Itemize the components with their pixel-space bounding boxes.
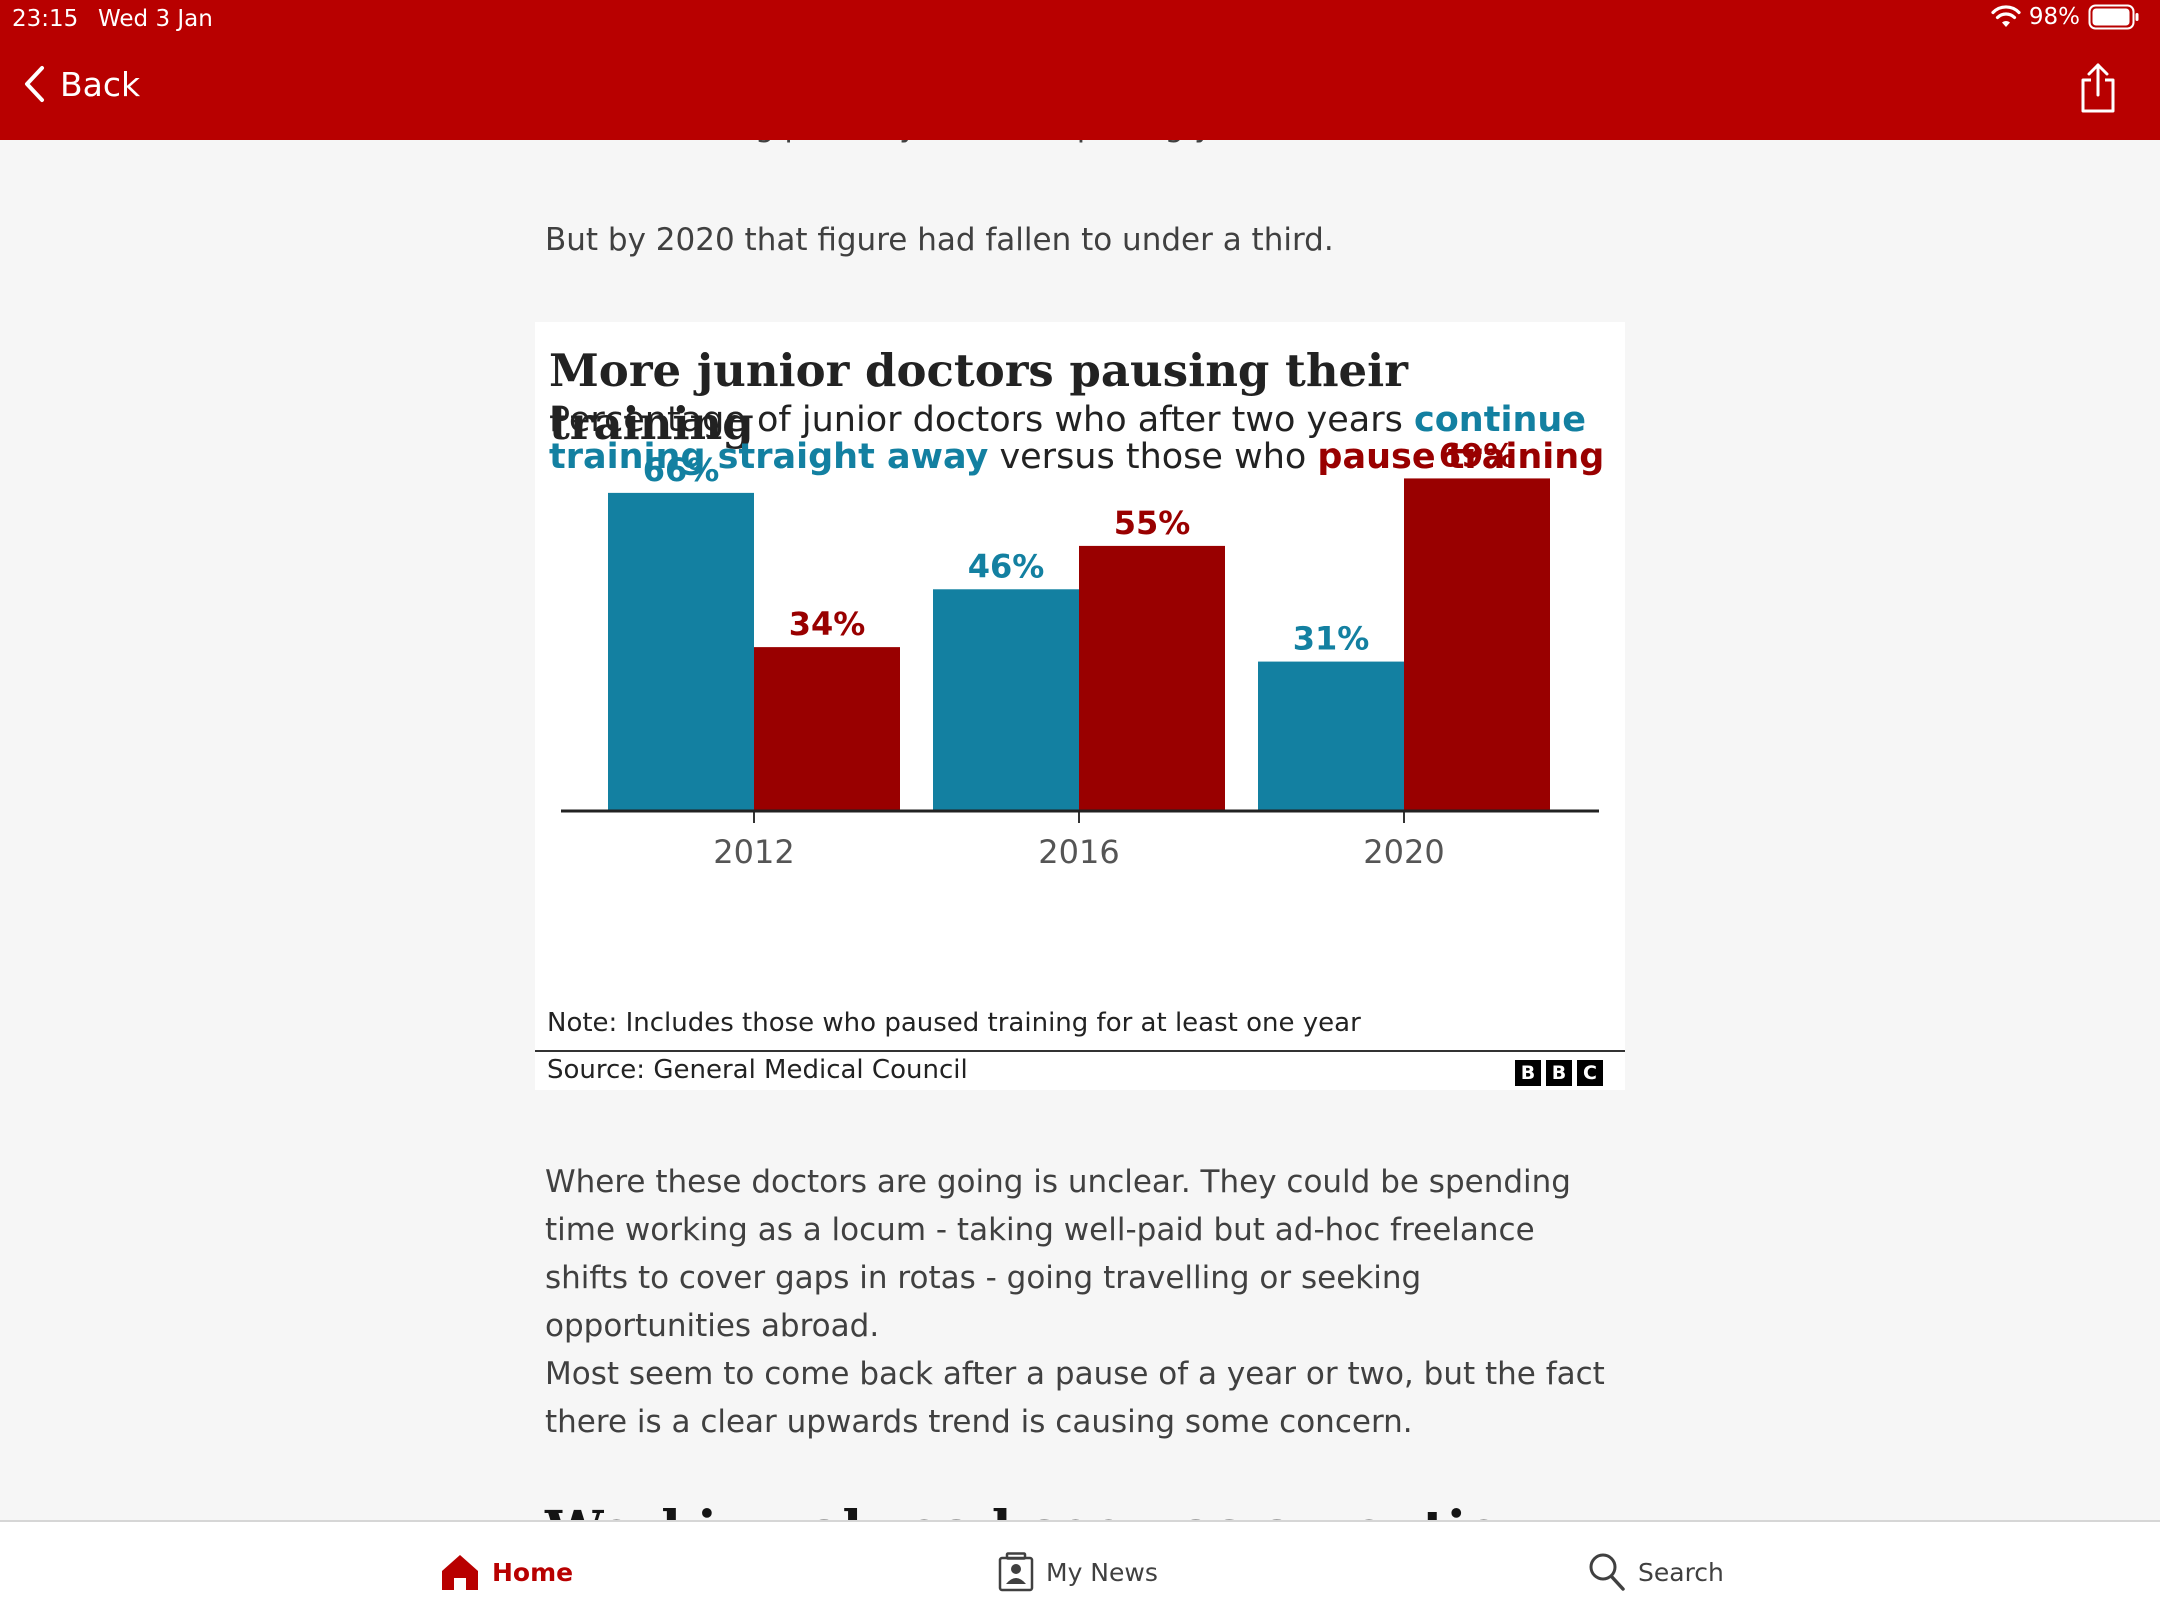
- back-button[interactable]: Back: [22, 64, 140, 104]
- bar-pause-2012: [754, 647, 900, 811]
- x-tick-label: 2016: [1038, 833, 1119, 871]
- share-icon: [2081, 63, 2115, 113]
- article-paragraph: Most seem to come back after a pause of …: [545, 1356, 1605, 1440]
- article-paragraph: But by 2020 that figure had fallen to un…: [545, 222, 1334, 258]
- article-paragraph: Where these doctors are going is unclear…: [545, 1164, 1571, 1344]
- battery-icon: [2088, 4, 2139, 30]
- bar-continue-2020: [1258, 661, 1404, 811]
- my-news-icon: [998, 1552, 1034, 1592]
- status-indicators: 98%: [1991, 4, 2140, 30]
- chart-subtitle-text: Percentage of junior doctors who after t…: [549, 400, 1414, 440]
- bar-chart: 66% 34% 2012 46% 55% 2016 31% 69% 2020: [561, 436, 1599, 871]
- chart-card: 66% 34% 2012 46% 55% 2016 31% 69% 2020 More juni…: [535, 322, 1625, 1090]
- chart-subtitle-red: pause training: [1317, 437, 1605, 477]
- article-paragraph-cut: doctor training pathway after completing…: [545, 140, 1339, 150]
- section-heading: Working abroad seen as an option: [545, 1500, 1539, 1520]
- back-label: Back: [60, 64, 141, 104]
- chart-subtitle: Percentage of junior doctors who after t…: [549, 402, 1609, 476]
- share-button[interactable]: [2078, 62, 2118, 118]
- data-label: 55%: [1114, 504, 1191, 542]
- nav-home-label: Home: [492, 1557, 574, 1587]
- x-tick-label: 2020: [1363, 833, 1444, 871]
- bottom-nav: Home My News Search: [0, 1520, 2160, 1622]
- wifi-icon: [1991, 5, 2021, 27]
- nav-search-label: Search: [1638, 1557, 1724, 1587]
- data-label: 46%: [968, 547, 1045, 585]
- chart-title: More junior doctors pausing their traini…: [549, 344, 1408, 450]
- status-time: 23:15: [12, 6, 79, 32]
- chart-subtitle-text-2: versus those who: [988, 437, 1318, 477]
- data-label: 69%: [1439, 436, 1516, 474]
- nav-search[interactable]: Search: [1588, 1552, 1724, 1592]
- top-bar: 23:15 Wed 3 Jan 98% Back: [0, 0, 2160, 140]
- data-label: 34%: [789, 605, 866, 643]
- chevron-left-icon: [25, 66, 44, 102]
- chart-subtitle-blue: continue training straight away: [549, 400, 1587, 477]
- data-label: 31%: [1293, 620, 1370, 658]
- chart-source: Source: General Medical Council: [547, 1055, 968, 1085]
- nav-home[interactable]: Home: [440, 1552, 573, 1592]
- chart-divider: [535, 1050, 1625, 1052]
- x-tick-label: 2012: [713, 833, 794, 871]
- nav-my-news[interactable]: My News: [998, 1552, 1158, 1592]
- home-icon: [442, 1555, 478, 1590]
- bar-pause-2020: [1404, 478, 1550, 811]
- data-label: 66%: [643, 451, 720, 489]
- bar-continue-2012: [608, 492, 754, 811]
- bar-continue-2016: [933, 589, 1079, 811]
- bar-pause-2016: [1079, 545, 1225, 811]
- bbc-logo: B B C: [1515, 1060, 1603, 1086]
- search-icon: [1589, 1553, 1625, 1591]
- bbc-logo-letter: C: [1577, 1060, 1603, 1086]
- bbc-logo-letter: B: [1546, 1060, 1572, 1086]
- bbc-logo-letter: B: [1515, 1060, 1541, 1086]
- nav-my-news-label: My News: [1046, 1557, 1158, 1587]
- status-date: Wed 3 Jan: [98, 6, 213, 32]
- chart-note: Note: Includes those who paused training…: [547, 1008, 1361, 1038]
- article-body[interactable]: doctor training pathway after completing…: [0, 140, 2160, 1520]
- battery-percent: 98%: [2028, 4, 2080, 30]
